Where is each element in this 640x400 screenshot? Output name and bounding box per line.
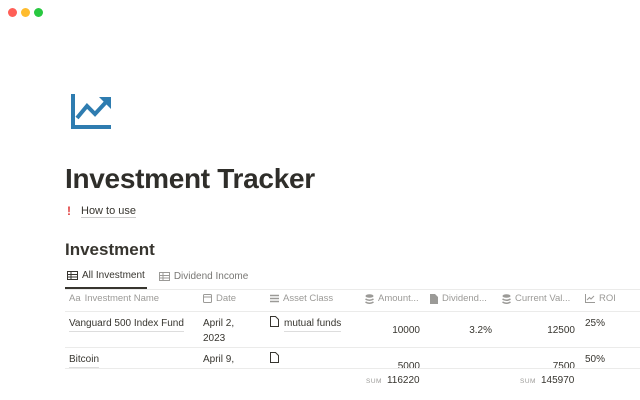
column-label: ROI (599, 293, 616, 304)
exclamation-icon: ! (67, 204, 71, 218)
tab-dividend-income[interactable]: Dividend Income (157, 268, 250, 289)
date-cell: April 2, 2023 (203, 316, 234, 346)
current-value-cell: 12500 (547, 325, 575, 336)
page-icon (270, 316, 279, 332)
sum-label: SUM (366, 378, 382, 385)
chart-trending-up-icon (71, 92, 113, 130)
calendar-icon (203, 294, 212, 303)
roi-cell: 50% (585, 354, 606, 365)
minimize-window-button[interactable] (21, 8, 30, 17)
close-window-button[interactable] (8, 8, 17, 17)
asset-class-cell[interactable]: mutual funds (270, 316, 342, 332)
column-label: Current Val... (515, 293, 571, 304)
table-icon (158, 272, 170, 281)
file-icon (430, 293, 438, 304)
column-header-current-value[interactable]: Current Val... (502, 293, 570, 304)
text-icon: Aa (69, 293, 81, 304)
database-icon (502, 293, 511, 304)
column-label: Date (216, 293, 237, 304)
amount-cell: 10000 (392, 325, 420, 336)
divider (65, 368, 640, 369)
date-line: 2023 (203, 333, 226, 344)
amount-cell: 5000 (397, 361, 420, 368)
maximize-window-button[interactable] (34, 8, 43, 17)
dividend-cell: 3.2% (469, 325, 492, 336)
tab-label: All Investment (82, 270, 145, 281)
asset-class-link[interactable]: mutual funds (284, 316, 342, 332)
sum-value: 145970 (540, 375, 575, 386)
list-icon (270, 294, 279, 303)
divider (65, 311, 640, 312)
tab-all-investment[interactable]: All Investment (65, 268, 147, 289)
page-icon (270, 352, 279, 363)
current-value-sum[interactable]: SUM 145970 (520, 375, 574, 386)
column-header-date[interactable]: Date (203, 293, 236, 304)
column-label: Investment Name (84, 293, 160, 304)
how-to-use-link[interactable]: How to use (81, 204, 137, 218)
investment-name-cell[interactable]: Bitcoin (69, 352, 100, 368)
how-to-use-callout[interactable]: ! How to use (67, 204, 137, 218)
database-title: Investment (65, 240, 155, 259)
date-line: April 2, (203, 318, 235, 329)
divider (65, 347, 640, 348)
sum-label: SUM (520, 378, 536, 385)
roi-cell: 25% (585, 318, 606, 329)
column-label: Dividend... (442, 293, 487, 304)
investment-name-cell[interactable]: Vanguard 500 Index Fund (69, 316, 184, 332)
tab-label: Dividend Income (173, 271, 249, 282)
column-header-roi[interactable]: ROI (585, 293, 616, 304)
column-label: Amount... (378, 293, 419, 304)
date-cell: April 9, (203, 354, 235, 365)
current-value-cell: 7500 (552, 361, 575, 368)
table-icon (67, 271, 78, 280)
table-row[interactable]: Bitcoin April 9, 5000 7500 50% (0, 348, 640, 368)
column-header-asset-class[interactable]: Asset Class (270, 293, 333, 304)
database-icon (365, 293, 374, 304)
column-header-dividend[interactable]: Dividend... (430, 293, 487, 304)
divider (65, 289, 640, 290)
column-header-amount[interactable]: Amount... (365, 293, 419, 304)
sum-value: 116220 (386, 375, 420, 386)
column-header-investment-name[interactable]: Aa Investment Name (69, 293, 159, 304)
page-title: Investment Tracker (65, 163, 315, 194)
amount-sum[interactable]: SUM 116220 (366, 375, 420, 386)
view-tabs: All Investment Dividend Income (65, 268, 250, 289)
column-label: Asset Class (283, 293, 334, 304)
chart-icon (585, 294, 595, 303)
